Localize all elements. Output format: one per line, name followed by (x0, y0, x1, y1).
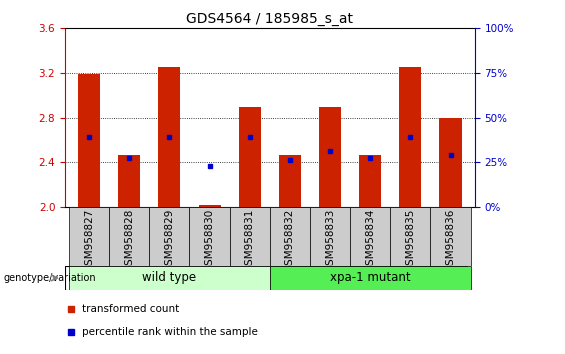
Title: GDS4564 / 185985_s_at: GDS4564 / 185985_s_at (186, 12, 353, 26)
Bar (229, 207, 270, 266)
Text: genotype/variation: genotype/variation (3, 273, 96, 283)
Text: GSM958836: GSM958836 (446, 209, 455, 272)
Bar (149, 207, 189, 266)
Text: GSM958829: GSM958829 (164, 209, 175, 272)
Bar (118, 155, 140, 207)
Bar (109, 207, 149, 266)
Bar (189, 207, 229, 266)
Text: percentile rank within the sample: percentile rank within the sample (82, 327, 258, 337)
Bar (310, 207, 350, 266)
Bar (69, 207, 109, 266)
Bar (390, 207, 431, 266)
Text: GSM958834: GSM958834 (365, 209, 375, 272)
Bar (440, 118, 462, 207)
Text: GSM958835: GSM958835 (405, 209, 415, 272)
Bar (359, 155, 381, 207)
Text: GSM958832: GSM958832 (285, 209, 295, 272)
Bar (198, 205, 220, 207)
Text: wild type: wild type (142, 272, 197, 284)
Text: GSM958828: GSM958828 (124, 209, 134, 272)
Bar (270, 207, 310, 266)
Bar (431, 207, 471, 266)
Text: GSM958827: GSM958827 (84, 209, 94, 272)
Bar (69, 266, 270, 290)
Bar (270, 266, 471, 290)
Bar (350, 207, 390, 266)
Bar (78, 74, 100, 207)
Bar (279, 155, 301, 207)
Bar (238, 107, 261, 207)
Text: GSM958831: GSM958831 (245, 209, 255, 272)
Text: GSM958830: GSM958830 (205, 209, 215, 272)
Text: transformed count: transformed count (82, 304, 180, 314)
Bar (158, 67, 180, 207)
Bar (319, 107, 341, 207)
Bar (399, 67, 421, 207)
Text: xpa-1 mutant: xpa-1 mutant (330, 272, 411, 284)
Text: GSM958833: GSM958833 (325, 209, 335, 272)
